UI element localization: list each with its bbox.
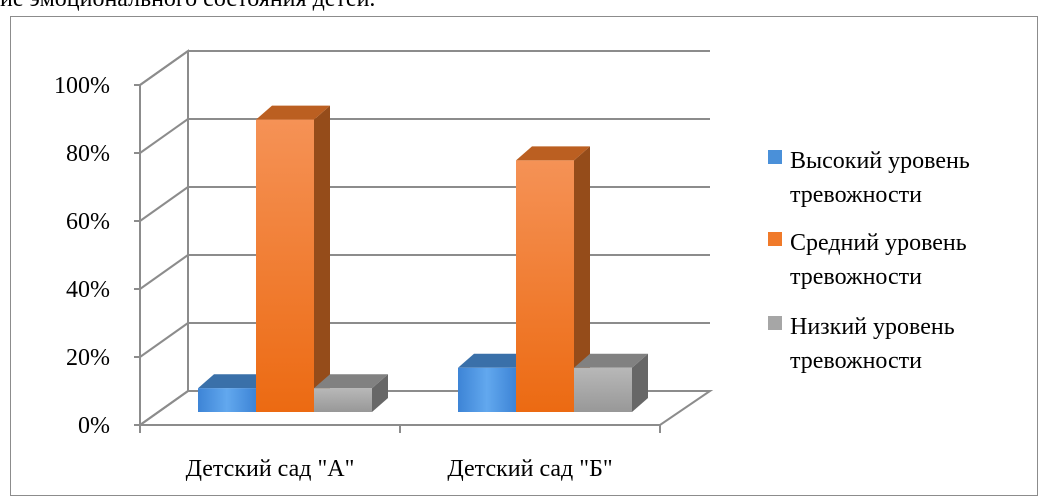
bar-front xyxy=(458,367,516,412)
gridline-side xyxy=(139,390,189,426)
gridline-side xyxy=(139,322,189,358)
gridline-side xyxy=(139,254,189,290)
bar-top xyxy=(516,146,590,161)
x-category-label: Детский сад "А" xyxy=(186,456,355,482)
y-tick-label: 20% xyxy=(66,345,110,371)
bar-side xyxy=(372,374,388,412)
bar-top xyxy=(574,353,648,368)
legend-label-line: Низкий уровень xyxy=(790,314,955,340)
bar xyxy=(256,105,330,412)
legend-swatch xyxy=(768,150,782,164)
bar-top xyxy=(198,374,272,389)
y-axis-tick-labels: 0% 20% 40% 60% 80% 100% xyxy=(54,73,110,439)
legend-swatch xyxy=(768,232,782,246)
bar-front xyxy=(314,388,372,412)
bar xyxy=(314,374,388,412)
y-tick-label: 40% xyxy=(66,277,110,303)
bar-top xyxy=(458,353,532,368)
bar-top xyxy=(314,374,388,389)
y-tick-label: 0% xyxy=(78,413,110,439)
bar xyxy=(516,146,590,412)
bar-front xyxy=(256,119,314,412)
legend-swatch xyxy=(768,316,782,330)
bar-front xyxy=(198,388,256,412)
legend-label-line: Высокий уровень xyxy=(790,148,970,174)
legend-item: Средний уровень тревожности xyxy=(768,230,967,290)
legend-label-line: Средний уровень xyxy=(790,230,967,256)
legend-label: Низкий уровень тревожности xyxy=(790,314,955,374)
x-category-label: Детский сад "Б" xyxy=(447,456,612,482)
legend-label: Высокий уровень тревожности xyxy=(790,148,970,208)
caption-fragment: ие эмоционального состояния детей. xyxy=(0,0,375,13)
bar-top xyxy=(256,105,330,120)
gridline-side xyxy=(139,50,189,86)
x-axis-category-labels: Детский сад "А" Детский сад "Б" xyxy=(186,456,613,482)
y-tick-label: 100% xyxy=(54,73,110,99)
legend-label-line: тревожности xyxy=(790,182,922,208)
bar-side xyxy=(574,146,590,412)
y-tick-label: 60% xyxy=(66,209,110,235)
axes xyxy=(134,84,661,433)
side-wall-outline xyxy=(139,49,189,425)
bar-side xyxy=(314,105,330,412)
bar-side xyxy=(632,353,648,412)
legend-label-line: тревожности xyxy=(790,348,922,374)
legend-label: Средний уровень тревожности xyxy=(790,230,967,290)
bar xyxy=(574,353,648,412)
y-tick-label: 80% xyxy=(66,141,110,167)
bars xyxy=(198,105,648,412)
legend-label-line: тревожности xyxy=(790,264,922,290)
gridline-side xyxy=(139,186,189,222)
legend-item: Низкий уровень тревожности xyxy=(768,314,955,374)
bar-front xyxy=(574,367,632,412)
gridline-side xyxy=(139,118,189,154)
legend-item: Высокий уровень тревожности xyxy=(768,148,970,208)
bar-front xyxy=(516,160,574,412)
